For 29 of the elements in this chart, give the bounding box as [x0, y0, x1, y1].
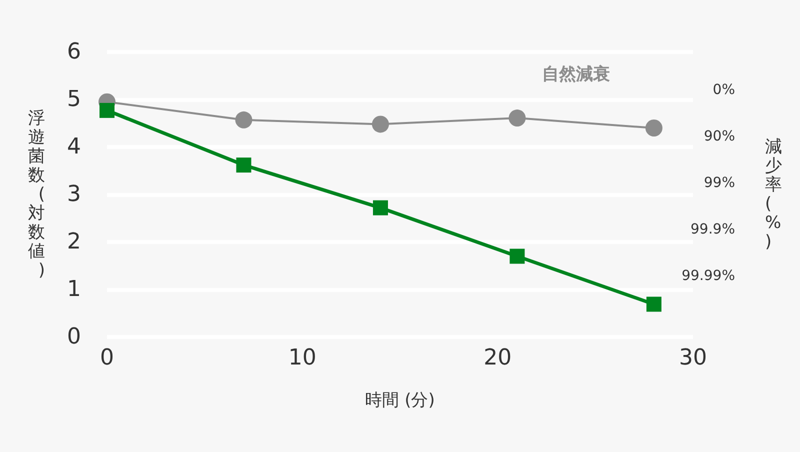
text: 浮遊菌数(対数値): [28, 108, 45, 280]
x-tick-label: 30: [679, 346, 707, 370]
point: [235, 111, 252, 128]
y2-axis-title: 減少率(%): [765, 137, 782, 252]
point: [508, 110, 526, 127]
text: 0%: [712, 82, 736, 98]
x-tick-label: 10: [288, 346, 316, 370]
y-tick-label: 5: [67, 87, 81, 112]
x-tick-label: 0: [100, 346, 114, 370]
annotation: 99.9%: [690, 222, 736, 238]
point: [645, 120, 662, 136]
annotation: 99.99%: [682, 268, 736, 284]
point: [510, 248, 525, 264]
y-tick-label: 0: [67, 324, 81, 350]
y-tick-label: 1: [67, 277, 81, 302]
x-axis-title: 時間 (分): [365, 390, 435, 410]
y-tick-label: 4: [67, 134, 81, 160]
x-tick-label: 20: [484, 346, 512, 370]
series-label: 自然減衰: [542, 64, 610, 85]
text: 99%: [704, 175, 736, 191]
point: [646, 296, 662, 312]
point: [372, 116, 389, 133]
y-tick-label: 2: [67, 230, 81, 254]
point: [100, 102, 114, 118]
point: [372, 200, 388, 216]
point: [236, 158, 252, 173]
text: 90%: [704, 128, 736, 144]
y-tick-label: 3: [67, 182, 81, 207]
y-tick-label: 6: [67, 40, 81, 64]
